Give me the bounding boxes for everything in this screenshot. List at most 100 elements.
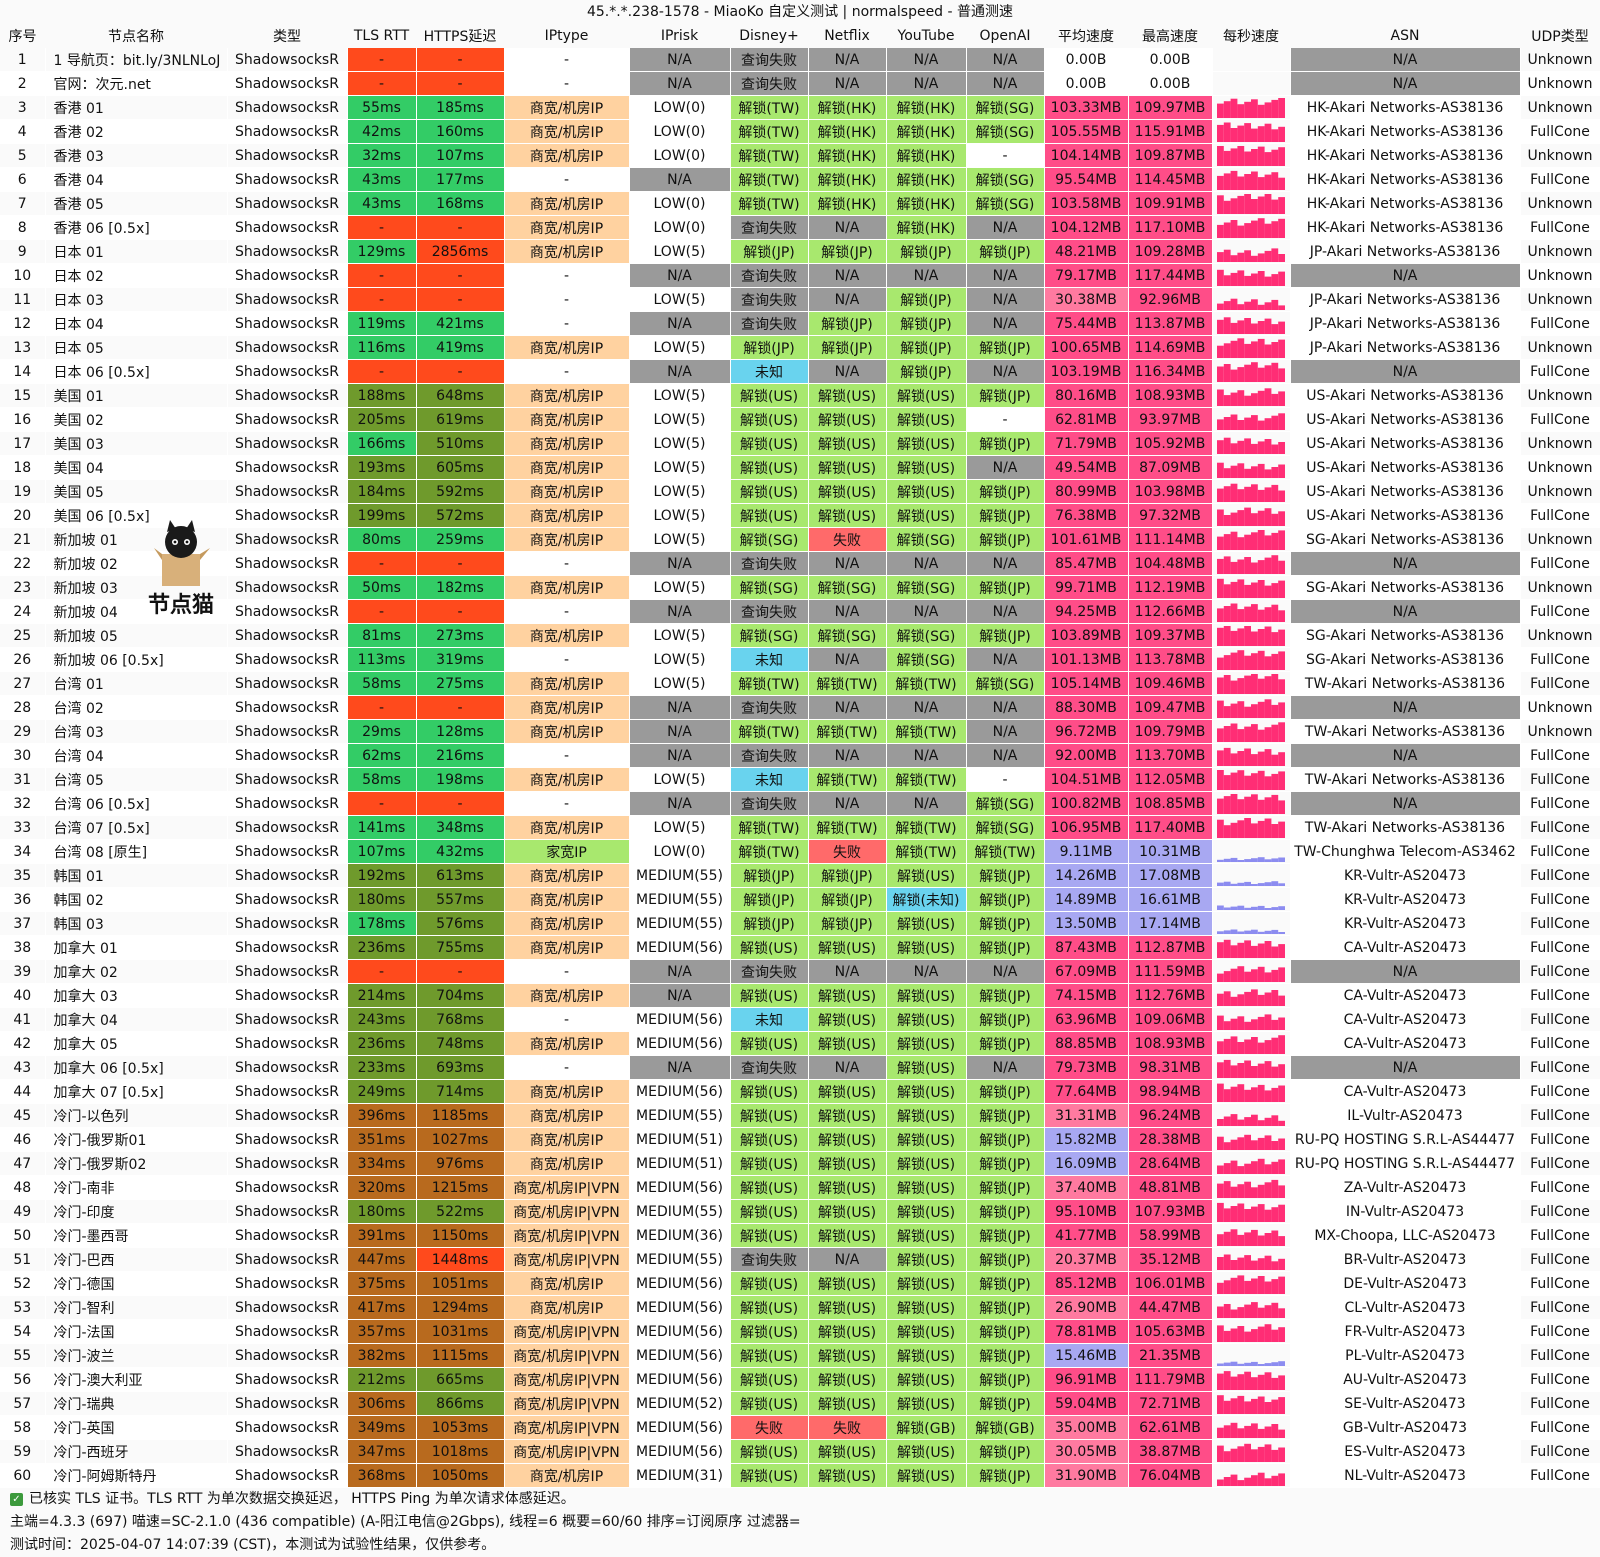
cell-index: 42	[0, 1031, 46, 1056]
table-row[interactable]: 13 日本 05 ShadowsocksR 116ms 419ms 商宽/机房IP LOW(…	[0, 335, 1600, 360]
table-row[interactable]: 38 加拿大 01 ShadowsocksR 236ms 755ms 商宽/机房IP MED…	[0, 935, 1600, 960]
cell-netflix: 解锁(US)	[808, 1031, 887, 1056]
table-row[interactable]: 50 冷门-墨西哥 ShadowsocksR 391ms 1150ms 商宽/机房IP|V…	[0, 1223, 1600, 1248]
table-row[interactable]: 26 新加坡 06 [0.5x] ShadowsocksR 113ms 319ms - LO…	[0, 647, 1600, 672]
table-row[interactable]: 54 冷门-法国 ShadowsocksR 357ms 1031ms 商宽/机房IP|VP…	[0, 1319, 1600, 1344]
table-row[interactable]: 35 韩国 01 ShadowsocksR 192ms 613ms 商宽/机房IP MEDI…	[0, 863, 1600, 888]
table-row[interactable]: 47 冷门-俄罗斯02 ShadowsocksR 334ms 976ms 商宽/机房IP M…	[0, 1151, 1600, 1176]
table-row[interactable]: 22 新加坡 02 ShadowsocksR - - - N/A 查询失败 N/A N/A N/A 8…	[0, 551, 1600, 576]
cell-iprisk: N/A	[629, 719, 731, 744]
cell-node-name: 加拿大 02	[45, 959, 228, 984]
table-row[interactable]: 36 韩国 02 ShadowsocksR 180ms 557ms 商宽/机房IP MEDI…	[0, 887, 1600, 912]
table-row[interactable]: 17 美国 03 ShadowsocksR 166ms 510ms 商宽/机房IP LOW(…	[0, 431, 1600, 456]
table-row[interactable]: 21 新加坡 01 ShadowsocksR 80ms 259ms 商宽/机房IP LOW(…	[0, 527, 1600, 552]
table-row[interactable]: 18 美国 04 ShadowsocksR 193ms 605ms 商宽/机房IP LOW(…	[0, 455, 1600, 480]
cell-avg-speed: 0.00B	[1044, 71, 1129, 96]
cell-node-name: 冷门-南非	[45, 1175, 228, 1200]
table-row[interactable]: 60 冷门-阿姆斯特丹 ShadowsocksR 368ms 1050ms 商宽/机房IP…	[0, 1463, 1600, 1488]
speed-bar	[1278, 1396, 1285, 1414]
table-row[interactable]: 16 美国 02 ShadowsocksR 205ms 619ms 商宽/机房IP LOW(…	[0, 407, 1600, 432]
cell-openai: 解锁(JP)	[966, 863, 1045, 888]
table-row[interactable]: 58 冷门-英国 ShadowsocksR 349ms 1053ms 商宽/机房IP|VP…	[0, 1415, 1600, 1440]
table-row[interactable]: 44 加拿大 07 [0.5x] ShadowsocksR 249ms 714ms 商宽/…	[0, 1079, 1600, 1104]
table-row[interactable]: 42 加拿大 05 ShadowsocksR 236ms 748ms 商宽/机房IP MED…	[0, 1031, 1600, 1056]
speed-bar	[1257, 420, 1265, 430]
cell-iprisk: N/A	[629, 48, 731, 72]
table-row[interactable]: 32 台湾 06 [0.5x] ShadowsocksR - - - N/A 查询失败 N/A N…	[0, 791, 1600, 816]
speed-bar	[1264, 301, 1272, 310]
table-row[interactable]: 28 台湾 02 ShadowsocksR - - 商宽/机房IP N/A 查询失败 N/A N/…	[0, 695, 1600, 720]
table-row[interactable]: 12 日本 04 ShadowsocksR 119ms 421ms - N/A 查询失败 解锁(…	[0, 311, 1600, 336]
speed-bar	[1251, 1206, 1258, 1222]
cell-youtube: 解锁(SG)	[886, 623, 967, 648]
table-row[interactable]: 49 冷门-印度 ShadowsocksR 180ms 522ms 商宽/机房IP|VPN…	[0, 1199, 1600, 1224]
speed-bar	[1230, 369, 1238, 382]
cell-tls-rtt: 233ms	[347, 1055, 417, 1080]
table-row[interactable]: 34 台湾 08 [原生] ShadowsocksR 107ms 432ms 家宽IP LO…	[0, 839, 1600, 864]
cell-max-speed: 108.93MB	[1128, 383, 1213, 408]
table-row[interactable]: 52 冷门-德国 ShadowsocksR 375ms 1051ms 商宽/机房IP MED…	[0, 1271, 1600, 1296]
cell-tls-rtt: -	[347, 959, 417, 984]
table-row[interactable]: 41 加拿大 04 ShadowsocksR 243ms 768ms - MEDIUM(56…	[0, 1007, 1600, 1032]
table-row[interactable]: 6 香港 04 ShadowsocksR 43ms 177ms - N/A 解锁(TW) 解锁(…	[0, 167, 1600, 192]
table-row[interactable]: 11 日本 03 ShadowsocksR - - - LOW(5) 查询失败 N/A 解锁(JP…	[0, 287, 1600, 312]
table-row[interactable]: 40 加拿大 03 ShadowsocksR 214ms 704ms 商宽/机房IP N/A…	[0, 983, 1600, 1008]
speed-bar	[1257, 1396, 1265, 1414]
table-row[interactable]: 19 美国 05 ShadowsocksR 184ms 592ms 商宽/机房IP LOW(…	[0, 479, 1600, 504]
cell-netflix: 解锁(US)	[808, 1463, 887, 1488]
cell-iptype: 商宽/机房IP	[504, 383, 630, 408]
table-row[interactable]: 5 香港 03 ShadowsocksR 32ms 107ms 商宽/机房IP LOW(0)…	[0, 143, 1600, 168]
table-row[interactable]: 59 冷门-西班牙 ShadowsocksR 347ms 1018ms 商宽/机房IP|V…	[0, 1439, 1600, 1464]
table-row[interactable]: 51 冷门-巴西 ShadowsocksR 447ms 1448ms 商宽/机房IP|VP…	[0, 1247, 1600, 1272]
speed-bar	[1217, 103, 1224, 118]
speed-sparkline	[1217, 1113, 1285, 1126]
table-row[interactable]: 7 香港 05 ShadowsocksR 43ms 168ms 商宽/机房IP LOW(0)…	[0, 191, 1600, 216]
speed-sparkline	[1217, 437, 1285, 454]
table-row[interactable]: 23 新加坡 03 ShadowsocksR 50ms 182ms 商宽/机房IP LOW(…	[0, 575, 1600, 600]
cell-udp-type: Unknown	[1520, 431, 1600, 456]
cell-netflix: 解锁(HK)	[808, 143, 887, 168]
table-row[interactable]: 10 日本 02 ShadowsocksR - - - N/A 查询失败 N/A N/A N/A 79…	[0, 263, 1600, 288]
speed-bar	[1271, 857, 1279, 862]
speed-bar	[1244, 1304, 1251, 1318]
table-row[interactable]: 33 台湾 07 [0.5x] ShadowsocksR 141ms 348ms 商宽/机…	[0, 815, 1600, 840]
table-row[interactable]: 53 冷门-智利 ShadowsocksR 417ms 1294ms 商宽/机房IP MED…	[0, 1295, 1600, 1320]
table-row[interactable]: 57 冷门-瑞典 ShadowsocksR 306ms 866ms 商宽/机房IP|VPN…	[0, 1391, 1600, 1416]
table-row[interactable]: 43 加拿大 06 [0.5x] ShadowsocksR 233ms 693ms - N/…	[0, 1055, 1600, 1080]
speed-bar	[1223, 1450, 1231, 1462]
table-row[interactable]: 4 香港 02 ShadowsocksR 42ms 160ms 商宽/机房IP LOW(0)…	[0, 119, 1600, 144]
table-row[interactable]: 25 新加坡 05 ShadowsocksR 81ms 273ms 商宽/机房IP LOW(…	[0, 623, 1600, 648]
table-row[interactable]: 20 美国 06 [0.5x] ShadowsocksR 199ms 572ms 商宽/机…	[0, 503, 1600, 528]
speed-bar	[1223, 654, 1231, 670]
table-row[interactable]: 15 美国 01 ShadowsocksR 188ms 648ms 商宽/机房IP LOW(…	[0, 383, 1600, 408]
table-row[interactable]: 2 官网：次元.net ShadowsocksR - - - N/A 查询失败 N/A N/A N/…	[0, 71, 1600, 96]
table-row[interactable]: 48 冷门-南非 ShadowsocksR 320ms 1215ms 商宽/机房IP|VP…	[0, 1175, 1600, 1200]
table-row[interactable]: 46 冷门-俄罗斯01 ShadowsocksR 351ms 1027ms 商宽/机房IP…	[0, 1127, 1600, 1152]
cell-udp-type: FullCone	[1520, 935, 1600, 960]
table-row[interactable]: 29 台湾 03 ShadowsocksR 29ms 128ms 商宽/机房IP N/A 解锁…	[0, 719, 1600, 744]
table-row[interactable]: 8 香港 06 [0.5x] ShadowsocksR - - 商宽/机房IP LOW(0)…	[0, 215, 1600, 240]
cell-youtube: 解锁(US)	[886, 383, 967, 408]
cell-max-speed: 104.48MB	[1128, 551, 1213, 576]
table-row[interactable]: 14 日本 06 [0.5x] ShadowsocksR - - - N/A 未知 N/A 解锁(…	[0, 359, 1600, 384]
table-row[interactable]: 39 加拿大 02 ShadowsocksR - - - N/A 查询失败 N/A N/A N/A 6…	[0, 959, 1600, 984]
table-row[interactable]: 27 台湾 01 ShadowsocksR 58ms 275ms 商宽/机房IP LOW(5…	[0, 671, 1600, 696]
cell-youtube: 解锁(US)	[886, 1079, 967, 1104]
speed-bar	[1244, 930, 1251, 934]
table-row[interactable]: 56 冷门-澳大利亚 ShadowsocksR 212ms 665ms 商宽/机房IP|V…	[0, 1367, 1600, 1392]
table-row[interactable]: 45 冷门-以色列 ShadowsocksR 396ms 1185ms 商宽/机房IP ME…	[0, 1103, 1600, 1128]
table-row[interactable]: 3 香港 01 ShadowsocksR 55ms 185ms 商宽/机房IP LOW(0)…	[0, 95, 1600, 120]
table-row[interactable]: 30 台湾 04 ShadowsocksR 62ms 216ms - N/A 查询失败 N/A N…	[0, 743, 1600, 768]
cell-disney: 解锁(US)	[730, 1271, 809, 1296]
cell-asn: TW-Akari Networks-AS38136	[1290, 815, 1521, 840]
table-row[interactable]: 31 台湾 05 ShadowsocksR 58ms 198ms 商宽/机房IP LOW(5…	[0, 767, 1600, 792]
table-row[interactable]: 55 冷门-波兰 ShadowsocksR 382ms 1115ms 商宽/机房IP|VP…	[0, 1343, 1600, 1368]
speed-sparkline	[1217, 50, 1285, 70]
speed-bar	[1271, 724, 1279, 742]
table-row[interactable]: 37 韩国 03 ShadowsocksR 178ms 576ms 商宽/机房IP MEDI…	[0, 911, 1600, 936]
table-row[interactable]: 9 日本 01 ShadowsocksR 129ms 2856ms 商宽/机房IP LOW(…	[0, 239, 1600, 264]
cell-max-speed: 113.87MB	[1128, 311, 1213, 336]
table-row[interactable]: 24 新加坡 04 ShadowsocksR - - - N/A 查询失败 N/A N/A N/A 9…	[0, 599, 1600, 624]
cell-youtube: 解锁(US)	[886, 431, 967, 456]
